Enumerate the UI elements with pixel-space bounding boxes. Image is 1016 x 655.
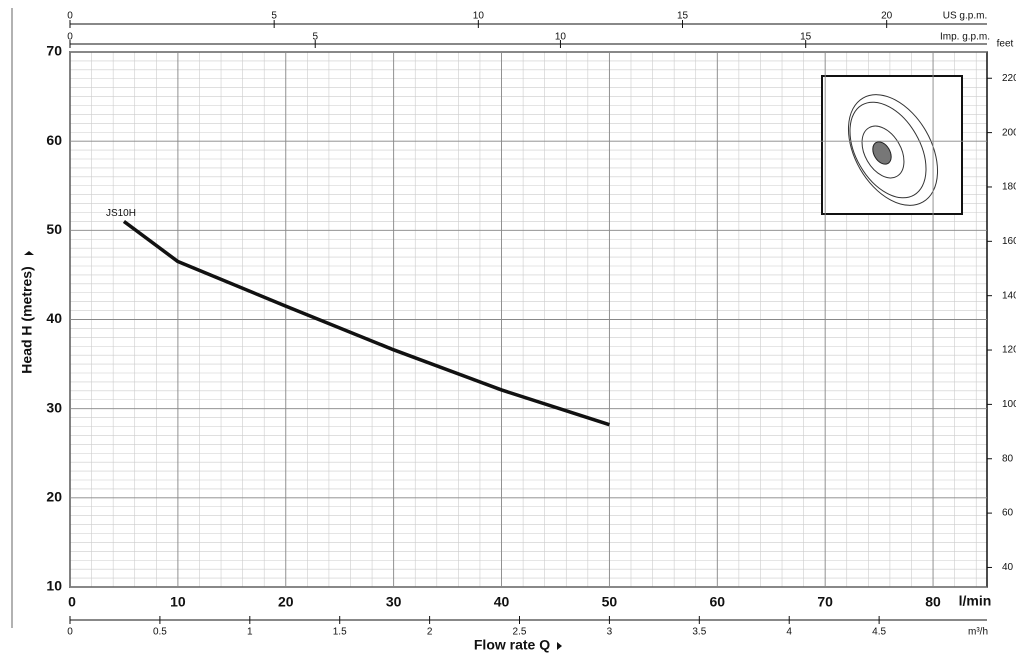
y-tick-label: 30 xyxy=(46,399,62,415)
x-axis-label: Flow rate Q xyxy=(474,637,550,653)
x-tick-label: 80 xyxy=(925,594,941,610)
impeller-hub xyxy=(872,141,892,165)
y2-tick-label: 200 xyxy=(1002,127,1016,138)
x-tick-label: 50 xyxy=(602,594,618,610)
secondary-axis-label: m³/h xyxy=(968,627,988,638)
y-tick-label: 70 xyxy=(46,43,62,59)
y2-tick-label: 140 xyxy=(1002,290,1016,301)
secondary-tick-label: 2.5 xyxy=(513,627,527,638)
x-tick-label: 20 xyxy=(278,594,294,610)
x-tick-label: 10 xyxy=(170,594,186,610)
impeller xyxy=(847,94,939,206)
secondary-tick-label: 15 xyxy=(677,11,689,22)
secondary-tick-label: 20 xyxy=(881,11,893,22)
secondary-tick-label: 0 xyxy=(67,11,73,22)
y2-tick-label: 80 xyxy=(1002,453,1014,464)
y2-tick-label: 160 xyxy=(1002,236,1016,247)
y2-tick-label: 60 xyxy=(1002,508,1014,519)
secondary-tick-label: 0 xyxy=(67,627,73,638)
x-unit: l/min xyxy=(959,593,992,609)
arrow xyxy=(24,251,34,255)
x-tick-label: 30 xyxy=(386,594,402,610)
y-tick-label: 20 xyxy=(46,489,62,505)
secondary-axis-label: Imp. g.p.m. xyxy=(940,32,990,43)
secondary-tick-label: 10 xyxy=(473,11,485,22)
y2-tick-label: 40 xyxy=(1002,562,1014,573)
secondary-tick-label: 4.5 xyxy=(872,627,886,638)
inset-image xyxy=(821,75,963,215)
impeller xyxy=(861,125,905,179)
y-tick-label: 50 xyxy=(46,221,62,237)
secondary-tick-label: 15 xyxy=(800,32,812,43)
y-tick-label: 40 xyxy=(46,310,62,326)
secondary-tick-label: 0 xyxy=(67,32,73,43)
secondary-tick-label: 0.5 xyxy=(153,627,167,638)
secondary-tick-label: 4 xyxy=(786,627,792,638)
y-tick-label: 60 xyxy=(46,132,62,148)
y2-tick-label: 100 xyxy=(1002,399,1016,410)
y-axis-label: Head H (metres) xyxy=(19,266,35,373)
y-tick-label: 10 xyxy=(46,578,62,594)
secondary-tick-label: 5 xyxy=(271,11,277,22)
secondary-tick-label: 10 xyxy=(555,32,567,43)
secondary-axis-label: US g.p.m. xyxy=(943,11,987,22)
y2-tick-label: 120 xyxy=(1002,345,1016,356)
series-label: JS10H xyxy=(106,208,136,219)
secondary-tick-label: 3 xyxy=(607,627,613,638)
inset-frame xyxy=(821,75,963,215)
y2-tick-label: 220 xyxy=(1002,73,1016,84)
y2-tick-label: 180 xyxy=(1002,182,1016,193)
curve xyxy=(122,220,610,427)
secondary-tick-label: 1.5 xyxy=(333,627,347,638)
secondary-tick-label: 2 xyxy=(427,627,433,638)
y2-axis-label: feet xyxy=(997,39,1014,50)
x-tick-label: 70 xyxy=(817,594,833,610)
impeller xyxy=(849,101,927,199)
x-tick-label: 0 xyxy=(68,594,76,610)
x-tick-label: 40 xyxy=(494,594,510,610)
secondary-tick-label: 1 xyxy=(247,627,253,638)
secondary-tick-label: 5 xyxy=(312,32,318,43)
arrow xyxy=(557,642,562,650)
secondary-tick-label: 3.5 xyxy=(692,627,706,638)
x-tick-label: 60 xyxy=(710,594,726,610)
